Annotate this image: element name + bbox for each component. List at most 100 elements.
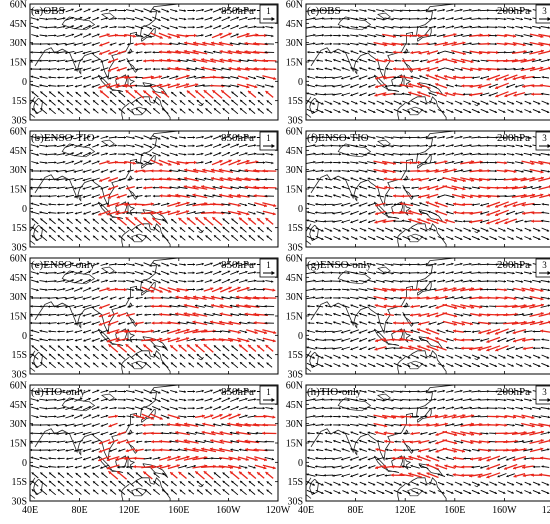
wind-vector <box>315 330 324 333</box>
lat-label: 0 <box>298 204 303 215</box>
lat-label: 45N <box>10 19 27 30</box>
significant-wind-vector <box>262 296 276 300</box>
wind-vector <box>75 235 81 240</box>
wind-vector <box>213 17 221 21</box>
wind-vector <box>180 481 185 485</box>
panel-map-d <box>30 385 276 501</box>
wind-vector <box>516 399 523 402</box>
wind-vector <box>315 407 324 410</box>
wind-vector <box>136 441 142 444</box>
wind-vector <box>455 109 463 113</box>
wind-vector <box>351 50 359 53</box>
wind-vector <box>480 263 489 266</box>
lat-label: 0 <box>22 77 27 88</box>
wind-vector <box>497 338 506 342</box>
wind-vector <box>248 407 257 410</box>
wind-vector <box>31 18 39 21</box>
wind-vector <box>205 17 213 20</box>
wind-vector <box>333 280 341 283</box>
wind-vector <box>315 457 324 460</box>
wind-vector <box>92 76 100 80</box>
significant-wind-vector <box>488 51 499 54</box>
significant-wind-vector <box>453 456 464 459</box>
wind-vector <box>57 449 65 452</box>
wind-vector <box>144 305 151 308</box>
wind-vector <box>446 84 454 87</box>
significant-wind-vector <box>238 76 249 80</box>
wind-vector <box>315 338 324 341</box>
wind-vector <box>49 219 56 224</box>
wind-vector <box>446 25 455 28</box>
wind-vector <box>39 272 48 275</box>
wind-vector <box>541 363 549 367</box>
lon-label: 120E <box>119 505 140 516</box>
wind-vector <box>102 236 108 241</box>
significant-wind-vector <box>187 91 196 98</box>
wind-vector <box>161 398 169 402</box>
wind-vector <box>161 76 169 79</box>
wind-vector <box>248 271 256 274</box>
wind-vector <box>93 354 99 359</box>
lat-label: 60N <box>10 254 27 265</box>
significant-wind-vector <box>435 210 447 215</box>
wind-vector <box>377 458 384 461</box>
wind-vector <box>240 227 246 232</box>
lon-label: 160E <box>168 505 189 516</box>
wind-vector <box>171 236 177 241</box>
wind-vector <box>248 203 256 206</box>
significant-wind-vector <box>400 329 413 332</box>
coastline <box>408 478 446 501</box>
wind-vector <box>480 17 489 20</box>
wind-vector <box>524 145 532 148</box>
wind-vector <box>367 153 376 156</box>
wind-vector <box>144 271 152 275</box>
wind-vector <box>316 313 323 316</box>
wind-vector <box>188 18 195 21</box>
significant-wind-vector <box>263 338 276 342</box>
wind-vector <box>92 170 100 173</box>
wind-vector <box>437 263 445 266</box>
wind-vector <box>101 59 109 62</box>
wind-vector <box>230 17 239 21</box>
wind-vector <box>471 144 480 147</box>
wind-vector <box>249 235 255 240</box>
wind-vector <box>39 314 48 317</box>
wind-vector <box>402 390 411 393</box>
wind-vector <box>74 43 83 46</box>
wind-vector <box>118 280 126 283</box>
lat-label: 30N <box>10 165 27 176</box>
significant-wind-vector <box>393 194 402 197</box>
significant-wind-vector <box>134 90 143 98</box>
wind-vector <box>471 263 480 266</box>
wind-vector <box>101 186 109 189</box>
wind-vector <box>74 279 82 283</box>
wind-vector <box>57 398 66 401</box>
significant-wind-vector <box>204 217 214 225</box>
wind-vector <box>57 195 65 198</box>
wind-vector <box>341 9 350 12</box>
wind-vector <box>127 305 133 308</box>
wind-vector <box>350 170 359 173</box>
wind-vector <box>446 136 453 139</box>
wind-vector <box>360 101 367 104</box>
wind-vector <box>359 84 367 88</box>
reference-vector-value: 3 <box>542 6 547 16</box>
wind-vector <box>507 237 513 240</box>
wind-vector <box>489 18 498 21</box>
wind-vector <box>126 145 135 148</box>
wind-vector <box>306 407 315 410</box>
wind-vector <box>196 390 204 393</box>
wind-vector <box>144 263 152 267</box>
wind-vector <box>341 330 350 333</box>
significant-wind-vector <box>248 218 256 225</box>
wind-vector <box>170 272 178 275</box>
wind-vector <box>386 449 393 452</box>
wind-vector <box>267 227 272 231</box>
wind-vector <box>170 390 177 393</box>
panel-map-c <box>30 258 276 374</box>
wind-vector <box>532 153 541 156</box>
wind-vector <box>119 481 126 486</box>
wind-vector <box>187 136 195 139</box>
wind-vector <box>315 203 324 206</box>
